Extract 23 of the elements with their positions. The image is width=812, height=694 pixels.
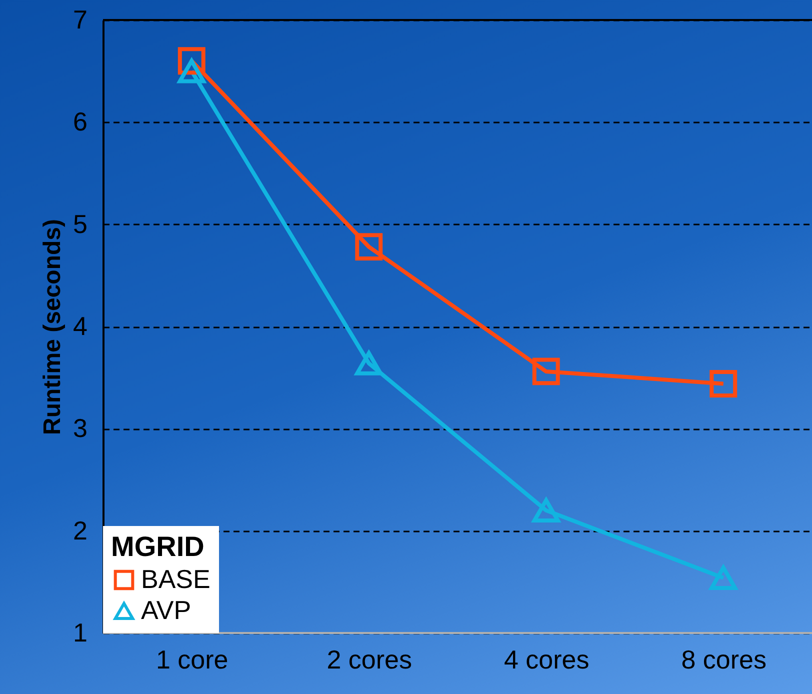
point xyxy=(532,498,560,523)
x-tick-label: 4 cores xyxy=(504,644,590,674)
point xyxy=(532,358,560,386)
y-tick-label: 2 xyxy=(73,515,88,546)
point xyxy=(178,58,206,84)
y-tick-label: 5 xyxy=(73,208,88,239)
legend-label: BASE xyxy=(141,564,210,594)
y-tick-label: 4 xyxy=(73,311,88,341)
point xyxy=(355,233,383,261)
x-tick-label: 8 cores xyxy=(681,644,767,674)
y-axis-title: Runtime (seconds) xyxy=(39,218,66,436)
y-tick-label: 6 xyxy=(73,106,88,137)
legend-label: AVP xyxy=(141,595,192,625)
x-tick-label: 2 cores xyxy=(326,644,412,674)
legend-title: MGRID xyxy=(111,531,204,562)
point xyxy=(710,566,738,590)
y-tick-label: 7 xyxy=(73,4,88,34)
point xyxy=(710,370,738,398)
x-tick-label: 1 core xyxy=(156,644,228,674)
point xyxy=(178,47,206,75)
y-tick-label: 3 xyxy=(73,413,88,444)
point xyxy=(355,351,383,376)
y-tick-label: 1 xyxy=(73,618,88,648)
